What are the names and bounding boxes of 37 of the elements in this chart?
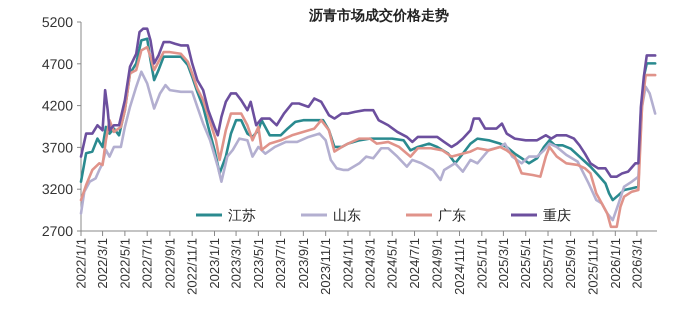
legend-label: 重庆	[543, 207, 571, 223]
x-tick-label: 2023/7/1	[273, 238, 288, 289]
x-tick-label: 2022/9/1	[162, 238, 178, 289]
y-tick-label: 4200	[42, 98, 74, 114]
x-tick-label: 2025/1/1	[474, 238, 490, 289]
x-tick-label: 2023/3/1	[228, 238, 244, 289]
x-tick-label: 2026/1/1	[608, 238, 623, 289]
y-tick-label: 3700	[42, 139, 74, 156]
x-tick-label: 2022/3/1	[95, 238, 110, 289]
x-tick-label: 2023/5/1	[250, 238, 266, 289]
x-tick-label: 2024/9/1	[430, 238, 445, 289]
x-tick-label: 2023/11/1	[318, 238, 334, 295]
x-tick-label: 2024/1/1	[340, 238, 356, 289]
x-tick-label: 2025/11/1	[586, 238, 600, 295]
x-tick-label: 2022/11/1	[184, 238, 200, 295]
x-tick-label: 2025/7/1	[540, 238, 556, 289]
y-tick-label: 4700	[42, 56, 74, 72]
x-tick-label: 2025/9/1	[563, 238, 578, 289]
x-tick-label: 2025/3/1	[496, 238, 511, 289]
x-tick-label: 2022/5/1	[117, 238, 132, 289]
x-tick-label: 2023/1/1	[206, 238, 222, 289]
x-tick-label: 2022/1/1	[74, 238, 88, 289]
x-tick-label: 2024/3/1	[362, 238, 378, 289]
y-tick-label: 3200	[42, 181, 74, 198]
legend-label: 山东	[333, 207, 361, 223]
y-tick-label: 5200	[42, 14, 74, 30]
x-tick-label: 2022/7/1	[140, 238, 155, 289]
title: 沥青市场成交价格走势	[309, 7, 449, 23]
x-tick-label: 2025/5/1	[518, 238, 534, 289]
x-tick-label: 2024/11/1	[452, 238, 468, 295]
x-tick-label: 2024/5/1	[384, 238, 400, 289]
x-tick-label: 2023/9/1	[296, 238, 311, 289]
x-tick-label: 2026/3/1	[629, 238, 644, 289]
legend-label: 江苏	[228, 207, 256, 223]
y-tick-label: 2700	[42, 223, 74, 239]
legend-label: 广东	[438, 207, 466, 223]
x-tick-label: 2024/7/1	[407, 238, 422, 289]
